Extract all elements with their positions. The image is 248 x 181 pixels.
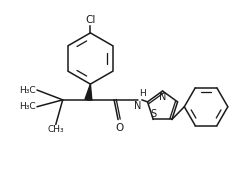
Text: O: O	[115, 123, 123, 132]
Text: S: S	[150, 108, 156, 119]
Text: H: H	[139, 89, 146, 98]
Text: H₃C: H₃C	[19, 85, 36, 94]
Text: CH₃: CH₃	[47, 125, 64, 134]
Text: Cl: Cl	[85, 15, 95, 25]
Text: N: N	[159, 92, 166, 102]
Text: N: N	[134, 101, 142, 111]
Text: H₃C: H₃C	[19, 102, 36, 111]
Polygon shape	[85, 84, 92, 100]
